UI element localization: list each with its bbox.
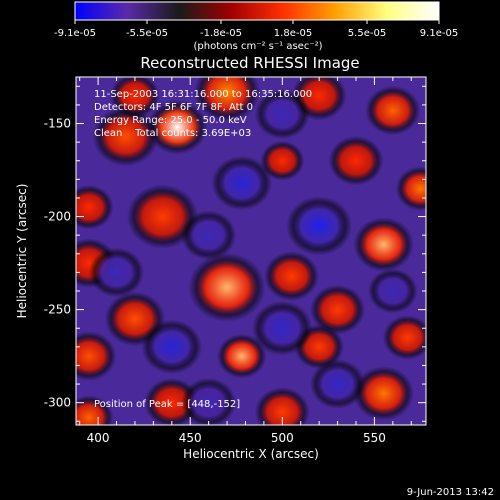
heatmap-blob	[92, 106, 159, 167]
heatmap-blob	[146, 99, 208, 155]
heatmap-blob	[254, 387, 310, 425]
heatmap-blob	[216, 333, 267, 379]
heatmap-blob	[76, 331, 117, 382]
colorbar-tick-label: -1.8e-05	[200, 28, 242, 39]
y-tick-label: -150	[44, 117, 71, 131]
heatmap-blob	[193, 77, 261, 122]
colorbar-tick-label: 1.8e-05	[274, 28, 312, 39]
heatmap-blob	[88, 247, 145, 298]
colorbar-tick-label: -9.1e-05	[54, 28, 96, 39]
heatmap-blob	[395, 166, 426, 212]
x-tick-label: 550	[363, 431, 386, 445]
heatmap-blob	[367, 268, 418, 314]
heatmap-blob	[309, 359, 366, 409]
heatmap-blob	[211, 155, 273, 211]
heatmap-blob	[110, 77, 160, 118]
colorbar-ticks: -9.1e-05 -5.5e-05 -1.8e-05 1.8e-05 5.5e-05 9.…	[54, 20, 458, 39]
annotation-time-range: 11-Sep-2003 16:31:16.000 to 16:35:16.000	[94, 89, 312, 100]
heatmap-image	[76, 77, 426, 425]
colorbar-tick-label: 9.1e-05	[420, 28, 458, 39]
axis-ticks: 400 450 500 550 -150 -200 -250 -300	[44, 77, 426, 445]
colorbar-tick-label: 5.5e-05	[348, 28, 386, 39]
y-tick-label: -200	[44, 210, 71, 224]
heatmap-blob	[309, 284, 366, 335]
chart-title: Reconstructed RHESSI Image	[140, 54, 359, 72]
heatmap-blob	[353, 217, 415, 272]
x-tick-label: 500	[271, 431, 294, 445]
annotation-energy: Energy Range: 25.0 - 50.0 keV	[94, 115, 247, 126]
colorbar	[74, 1, 440, 21]
heatmap-blob	[254, 89, 310, 140]
heatmap-blob	[263, 251, 320, 301]
heatmap-blob	[126, 184, 199, 249]
plot-frame	[75, 76, 427, 426]
heatmap-blob	[188, 252, 266, 323]
annotation-detectors: Detectors: 4F 5F 6F 7F 8F, Att 0	[94, 102, 253, 113]
annotation-peak: Position of Peak = [448,-152]	[94, 399, 240, 410]
colorbar-tick-label: -5.5e-05	[126, 28, 168, 39]
heatmap-blob	[76, 184, 114, 230]
heatmap-blob	[382, 315, 426, 360]
colorbar-units-label: (photons cm⁻² s⁻¹ asec⁻²)	[193, 41, 322, 52]
x-axis-label: Heliocentric X (arcsec)	[183, 447, 319, 461]
heatmap-blob	[181, 210, 237, 261]
y-tick-label: -300	[44, 396, 71, 410]
y-axis-label: Heliocentric Y (arcsec)	[15, 184, 29, 319]
heatmap-blob	[141, 319, 203, 375]
x-tick-label: 450	[179, 431, 202, 445]
heatmap-blob	[181, 377, 237, 425]
heatmap-blob	[260, 140, 305, 181]
heatmap-blob	[365, 85, 421, 136]
heatmap-blob	[251, 300, 313, 356]
heatmap-blob	[353, 366, 415, 421]
heatmap-blob	[76, 395, 114, 425]
x-tick-label: 400	[87, 431, 110, 445]
y-tick-label: -250	[44, 303, 71, 317]
heatmap-blob	[286, 196, 353, 256]
footer-date: 9-Jun-2013 13:42	[407, 487, 494, 498]
annotation-clean: Clean Total counts: 3.69E+03	[94, 128, 251, 139]
heatmap-blob	[328, 135, 384, 186]
